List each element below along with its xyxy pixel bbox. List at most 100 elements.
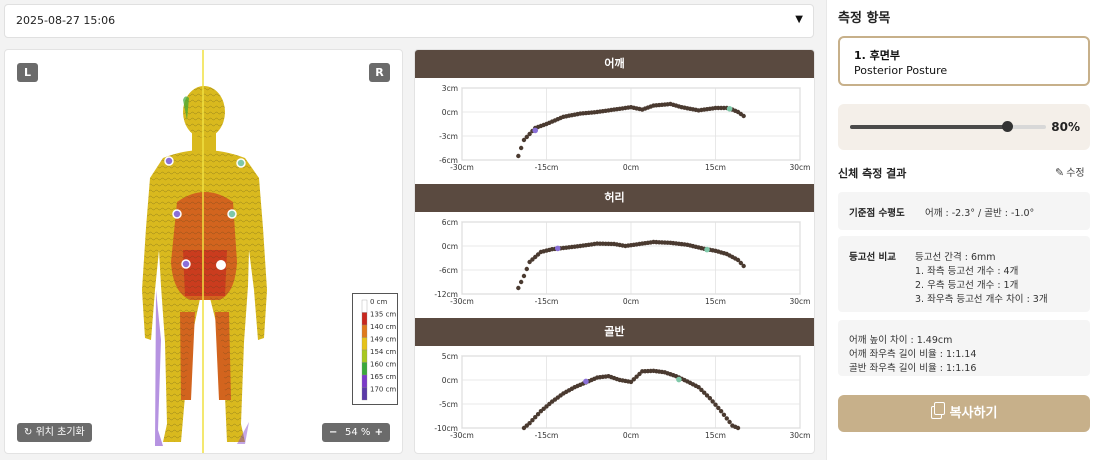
data-point: [527, 421, 532, 426]
x-tick-label: 30cm: [790, 431, 811, 440]
results-title: 신체 측정 결과: [838, 167, 907, 180]
zoom-control: − 54 % +: [322, 423, 390, 442]
x-tick-label: -15cm: [535, 431, 559, 440]
data-point: [724, 416, 729, 421]
data-point: [527, 259, 532, 265]
pelvis-chart: 5cm 0cm -5cm -10cm-30cm -15cm 0cm 15cm 30cm: [434, 352, 811, 440]
baseline-label: 기준점 수평도: [849, 208, 905, 219]
zoom-in-button[interactable]: +: [374, 427, 383, 438]
data-point: [741, 113, 746, 119]
x-tick-label: 15cm: [705, 297, 726, 306]
waist-chart: 6cm 0cm -6cm -12cm-30cm -15cm 0cm 15cm 30cm: [434, 218, 811, 306]
refresh-icon: ↻: [24, 427, 33, 438]
data-point: [518, 145, 524, 151]
y-tick-label: 0cm: [442, 108, 458, 117]
legend-swatch: [361, 374, 368, 388]
legend-label: 160 cm: [370, 361, 396, 369]
y-tick-label: 0cm: [442, 242, 458, 251]
x-tick-label: 0cm: [623, 297, 639, 306]
data-point: [521, 273, 527, 279]
legend-swatch: [361, 324, 368, 338]
y-tick-label: -12cm: [434, 290, 458, 299]
copy-button[interactable]: 복사하기: [838, 395, 1090, 432]
y-tick-label: -6cm: [439, 266, 458, 275]
x-tick-label: 0cm: [623, 431, 639, 440]
legend-swatch: [361, 349, 368, 363]
contour-line: 등고선 간격 : 6mm: [915, 252, 996, 263]
x-tick-label: 15cm: [705, 431, 726, 440]
sidebar: 측정 항목 1. 후면부 Posterior Posture 80% 신체 측정…: [826, 0, 1100, 460]
legend-label: 0 cm: [370, 298, 388, 306]
x-tick-label: -15cm: [535, 297, 559, 306]
data-point: [727, 419, 732, 425]
body-silhouette: [142, 86, 267, 446]
x-tick-label: 30cm: [790, 297, 811, 306]
data-point: [530, 418, 535, 423]
data-point: [628, 379, 634, 385]
legend-swatch: [361, 362, 368, 376]
x-tick-label: -15cm: [535, 163, 559, 172]
data-point: [735, 425, 741, 431]
contour-line: 2. 우측 등고선 개수 : 1개: [915, 280, 1019, 291]
y-tick-label: 3cm: [442, 84, 458, 93]
date-select-value: 2025-08-27 15:06: [16, 14, 116, 27]
data-point: [634, 374, 639, 379]
legend-label: 140 cm: [370, 323, 396, 331]
body-scan-image: [142, 50, 267, 453]
y-tick-label: 6cm: [442, 218, 458, 227]
left-side-badge: L: [17, 63, 38, 82]
data-point: [533, 254, 538, 260]
reset-position-button[interactable]: ↻ 위치 초기화: [17, 423, 92, 442]
right-waist-marker: [227, 209, 237, 219]
slider-value: 80%: [1051, 120, 1080, 134]
left-waist-marker: [172, 209, 182, 219]
x-tick-label: 15cm: [705, 163, 726, 172]
data-point: [637, 371, 642, 377]
contour-line: 3. 좌우측 등고선 개수 차이 : 3개: [915, 294, 1048, 305]
data-point: [521, 137, 527, 143]
zoom-out-button[interactable]: −: [329, 427, 338, 438]
reset-position-label: 위치 초기화: [35, 427, 85, 438]
left-shoulder-marker: [164, 156, 174, 166]
landmark-point: [554, 245, 561, 252]
landmark-point: [726, 106, 733, 112]
shoulder-chart: 3cm 0cm -3cm -6cm-30cm -15cm 0cm 15cm 30cm: [439, 84, 810, 172]
x-tick-label: -30cm: [450, 431, 474, 440]
data-point: [735, 257, 741, 263]
landmark-point: [583, 378, 589, 385]
body-scan-panel: L R 0 cm 135 cm 140 cm 149 cm 154 cm 160 cm 16…: [4, 49, 403, 454]
posture-item-card[interactable]: 1. 후면부 Posterior Posture: [838, 36, 1090, 86]
right-side-badge: R: [369, 63, 390, 82]
data-point: [713, 402, 718, 407]
y-tick-label: -3cm: [439, 132, 458, 141]
data-point: [716, 405, 721, 411]
opacity-slider[interactable]: [850, 121, 1046, 132]
data-point: [718, 409, 724, 414]
slider-fill: [850, 125, 1007, 129]
x-tick-label: -30cm: [450, 163, 474, 172]
data-point: [524, 134, 529, 140]
pencil-icon: ✎: [1055, 166, 1065, 179]
right-pelvis-marker: [216, 260, 226, 270]
y-tick-label: 0cm: [442, 376, 458, 385]
landmark-point: [532, 127, 539, 134]
data-point: [721, 412, 727, 417]
y-tick-label: -6cm: [439, 156, 458, 165]
data-point: [738, 260, 744, 266]
legend-swatch: [361, 387, 368, 401]
slider-thumb[interactable]: [1001, 121, 1013, 132]
height-legend: 0 cm 135 cm 140 cm 149 cm 154 cm 160 cm 165 cm…: [352, 293, 398, 405]
date-select[interactable]: 2025-08-27 15:06 ▼: [4, 4, 814, 38]
data-point: [710, 399, 715, 404]
data-point: [516, 153, 521, 159]
zoom-level: 54 %: [345, 427, 371, 438]
left-pelvis-marker: [181, 259, 191, 269]
right-shoulder-marker: [236, 158, 246, 168]
contour-label: 등고선 비교: [849, 252, 897, 263]
data-point: [535, 412, 541, 417]
copy-label: 복사하기: [949, 406, 998, 421]
edit-button[interactable]: ✎ 수정: [1055, 164, 1085, 179]
data-point: [707, 396, 713, 401]
posture-number-label: 1. 후면부: [854, 49, 901, 62]
posture-name: Posterior Posture: [854, 64, 948, 77]
